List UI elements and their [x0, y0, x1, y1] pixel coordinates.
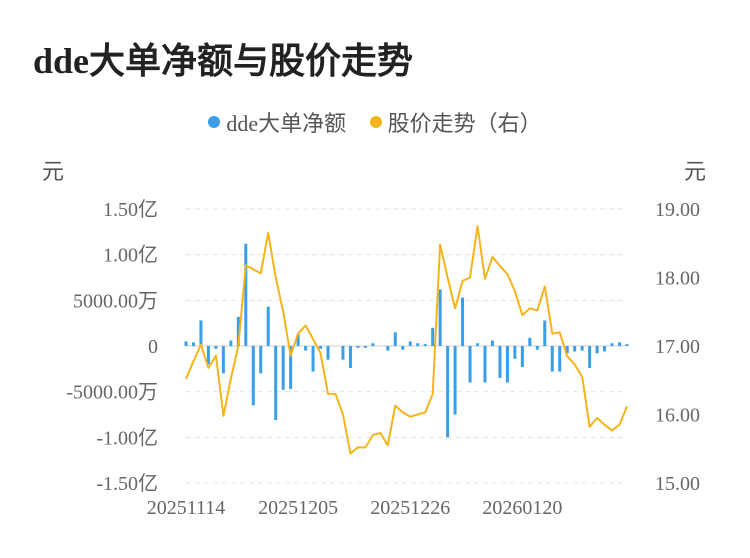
bar — [199, 320, 203, 346]
legend-item-dde[interactable]: dde大单净额 — [208, 106, 346, 138]
bar — [281, 346, 285, 390]
bar — [618, 342, 622, 346]
bar — [386, 346, 390, 351]
bar — [214, 346, 218, 349]
bar — [259, 346, 263, 374]
bar — [476, 343, 480, 346]
bar — [206, 346, 210, 365]
x-tick-label: 20251205 — [258, 497, 338, 519]
bar — [416, 343, 420, 346]
bar — [251, 346, 255, 406]
legend-label-price: 股价走势（右） — [387, 111, 542, 136]
bar — [550, 346, 554, 372]
bar — [184, 341, 188, 346]
bar — [341, 346, 345, 360]
left-tick-label: 1.50亿 — [103, 198, 158, 221]
bar — [423, 344, 427, 346]
bar — [580, 346, 584, 351]
bar — [468, 346, 472, 383]
left-tick-label: 1.00亿 — [103, 244, 158, 267]
bar — [363, 346, 367, 348]
bar — [528, 337, 532, 346]
legend-item-price[interactable]: 股价走势（右） — [369, 106, 542, 138]
bar — [490, 340, 494, 346]
left-tick-label: -5000.00万 — [66, 382, 158, 404]
legend-label-dde: dde大单净额 — [226, 111, 347, 136]
bar — [221, 346, 225, 374]
bar — [311, 346, 315, 372]
bar — [289, 346, 293, 389]
left-tick-label: -1.00亿 — [96, 426, 158, 449]
bar — [408, 341, 412, 346]
bar — [610, 343, 614, 346]
right-tick-label: 18.00 — [655, 268, 700, 290]
bar — [498, 346, 502, 378]
bar — [371, 343, 375, 346]
bar — [535, 346, 539, 350]
price-line — [185, 225, 628, 455]
bar — [595, 346, 599, 354]
x-tick-label: 20251226 — [370, 497, 450, 519]
bar — [401, 346, 405, 350]
bar — [229, 340, 233, 346]
bar — [543, 320, 547, 346]
legend-dot-line-icon — [369, 116, 382, 128]
right-tick-label: 15.00 — [655, 473, 700, 495]
bar — [274, 346, 278, 420]
bar — [356, 346, 360, 348]
bar — [296, 334, 300, 346]
bar — [446, 346, 450, 438]
bar — [319, 346, 323, 349]
bar — [348, 346, 352, 368]
left-tick-label: 0 — [148, 336, 158, 358]
bar — [244, 243, 248, 346]
bar — [520, 346, 524, 368]
right-axis-unit: 元 — [684, 159, 707, 184]
bar — [625, 344, 629, 346]
left-axis-unit: 元 — [42, 159, 65, 184]
bar — [326, 346, 330, 360]
bar — [431, 327, 435, 346]
right-tick-label: 16.00 — [655, 405, 700, 427]
bar — [565, 346, 569, 354]
bar — [483, 346, 487, 383]
right-tick-label: 17.00 — [655, 336, 700, 358]
x-tick-label: 20260120 — [482, 497, 562, 519]
bar — [513, 346, 517, 359]
bar — [558, 346, 562, 372]
bar — [393, 332, 397, 346]
bar — [438, 289, 442, 346]
x-tick-label: 20251114 — [147, 497, 226, 519]
bar — [461, 297, 465, 346]
left-tick-label: 5000.00万 — [73, 290, 158, 312]
bar — [236, 316, 240, 346]
bar — [191, 342, 195, 346]
bar — [573, 346, 577, 352]
bar — [588, 346, 592, 368]
bar — [453, 346, 457, 415]
left-tick-label: -1.50亿 — [96, 472, 158, 495]
bar — [304, 346, 308, 351]
legend: dde大单净额 股价走势（右） — [0, 106, 750, 138]
right-tick-label: 19.00 — [655, 199, 700, 221]
legend-dot-bar-icon — [208, 116, 221, 128]
bar — [505, 346, 509, 383]
bar — [266, 306, 270, 346]
bar — [603, 346, 607, 352]
chart-title: dde大单净额与股价走势 — [33, 41, 414, 81]
